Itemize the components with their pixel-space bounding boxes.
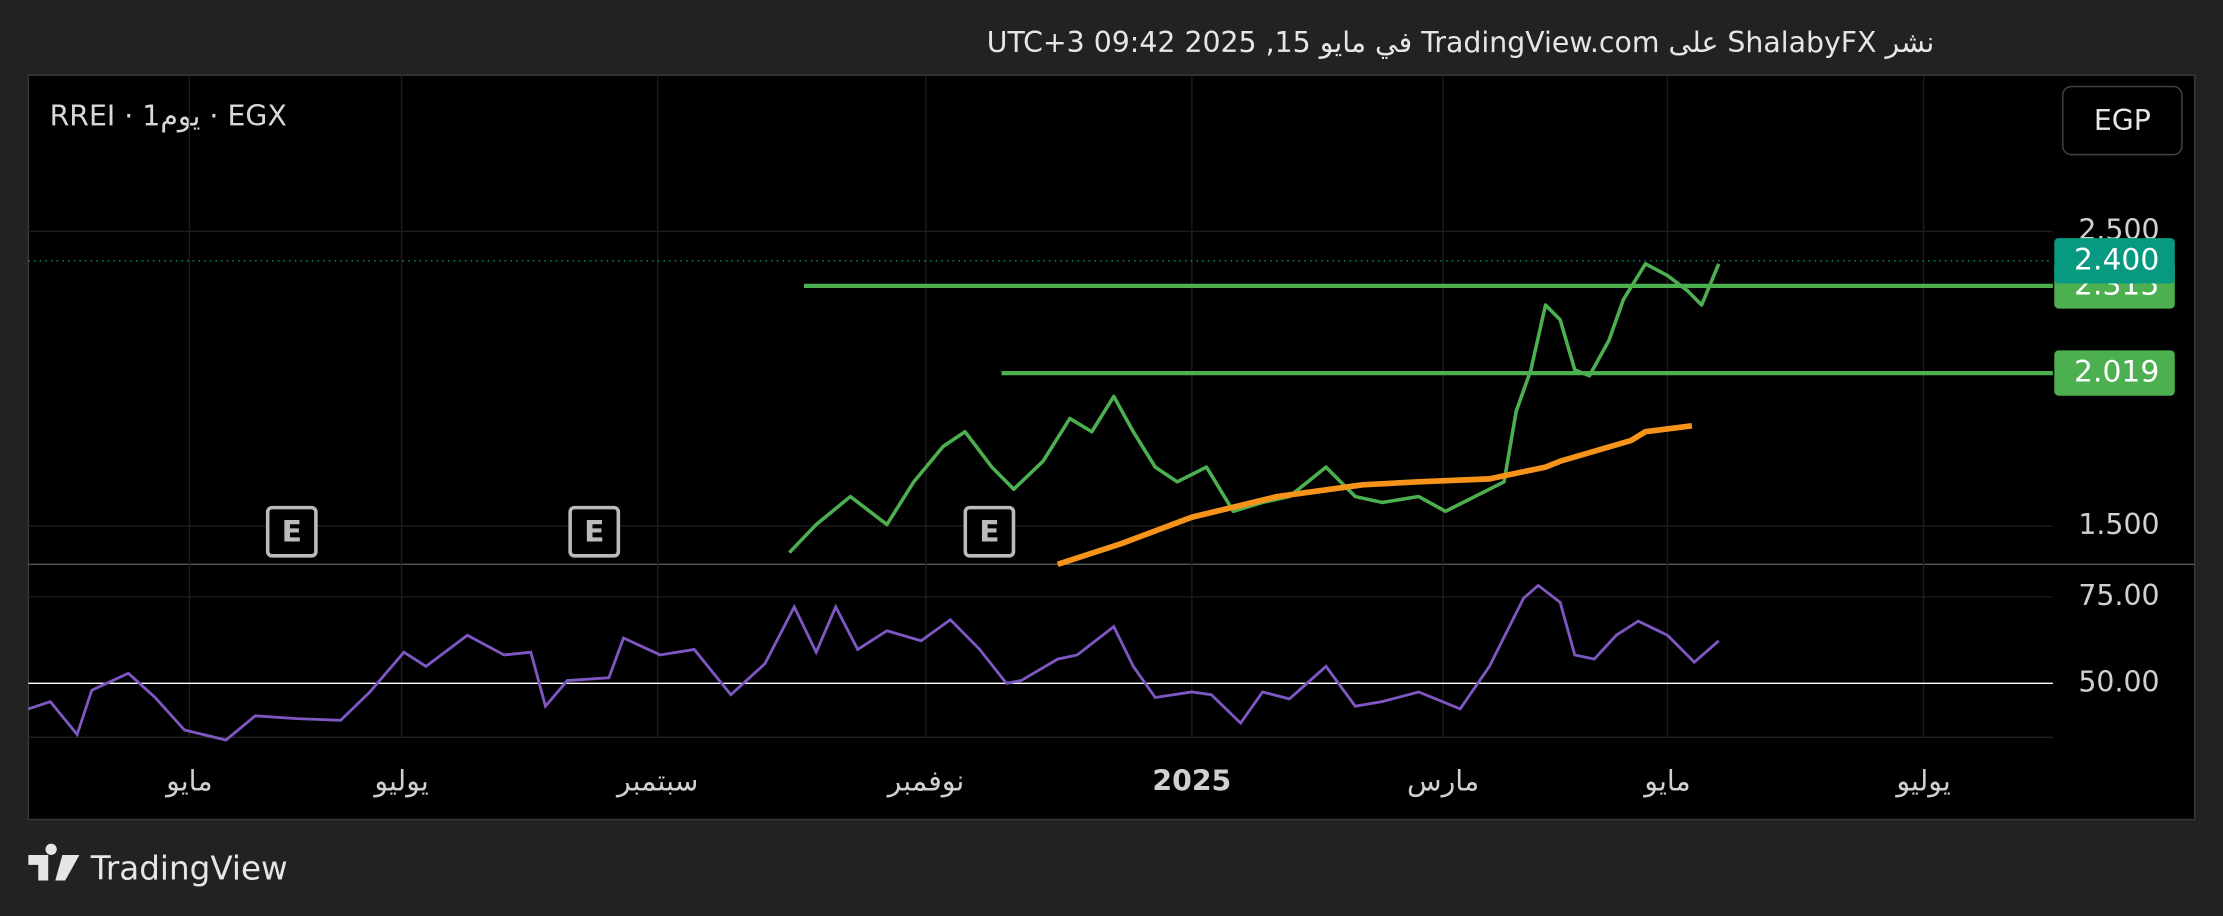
event-label: E [584, 515, 604, 550]
footer-logo: TradingView [28, 843, 288, 888]
rsi-tick-label: 75.00 [2078, 579, 2159, 612]
last-price-box [2054, 238, 2175, 284]
event-label: E [282, 515, 302, 550]
event-marker [963, 505, 1016, 558]
last-price-label: 2.400 [2074, 242, 2159, 277]
y-tick-label: 1.500 [2078, 508, 2159, 541]
rsi-tick-label: 50.00 [2078, 665, 2159, 698]
x-tick-label: نوفمبر [886, 765, 965, 798]
rsi-line [27, 583, 1720, 742]
x-tick-label: 2025 [1152, 765, 1231, 798]
x-tick-label: مارس [1407, 765, 1479, 798]
currency-button[interactable] [2062, 85, 2183, 156]
x-tick-label: يوليو [1894, 765, 1950, 798]
currency-label[interactable]: EGP [2094, 104, 2151, 137]
x-tick-label: سبتمبر [615, 765, 698, 798]
price-line [1056, 423, 1693, 568]
x-tick-label: يوليو [372, 765, 428, 798]
price-line [788, 262, 1721, 554]
level-label-box [2054, 350, 2175, 396]
brand: TradingView [90, 850, 288, 888]
event-marker [265, 505, 318, 558]
event-label: E [979, 515, 999, 550]
x-tick-label: مايو [164, 765, 212, 798]
chart-panel [27, 74, 2196, 821]
level-label: 2.019 [2074, 355, 2159, 390]
plot: مايو يوليو سبتمبر نوفمبر 2025 مارس مايو يوليو 1.… [27, 75, 2175, 798]
logo-icon [28, 843, 80, 881]
event-marker [568, 505, 621, 558]
symbol-info: RREI · 1يوم · EGX [50, 100, 287, 133]
publish-info: نشر ShalabyFX على TradingView.com في ماي… [987, 26, 1935, 59]
x-tick-label: مايو [1642, 765, 1690, 798]
